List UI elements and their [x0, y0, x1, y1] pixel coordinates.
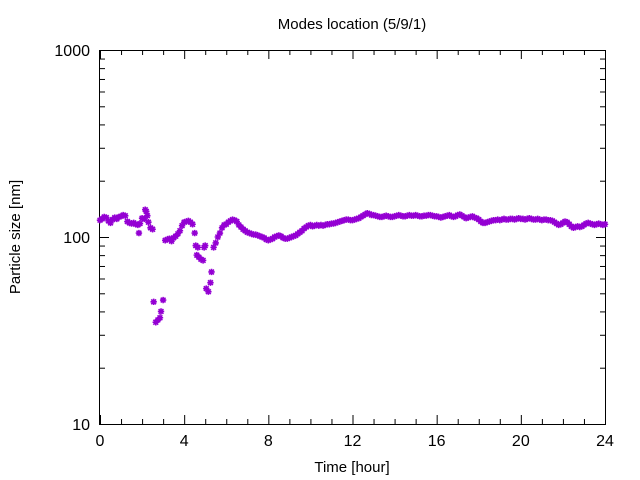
data-point — [162, 237, 169, 244]
chart-title: Modes location (5/9/1) — [278, 16, 426, 33]
data-point — [122, 212, 129, 219]
x-tick-label: 0 — [96, 433, 105, 450]
data-point — [258, 233, 266, 241]
data-point — [284, 235, 291, 242]
y-tick-label: 10 — [72, 417, 90, 434]
data-point — [290, 232, 297, 240]
data-point — [256, 232, 264, 240]
data-point — [178, 222, 186, 229]
data-point — [107, 219, 114, 227]
y-tick-label: 100 — [63, 230, 90, 247]
data-point — [601, 221, 609, 228]
data-point — [103, 214, 110, 221]
data-point — [136, 220, 144, 227]
data-point — [199, 257, 207, 264]
data-point — [203, 285, 210, 292]
data-point — [271, 233, 278, 241]
data-point — [205, 288, 212, 295]
x-tick-label: 12 — [344, 433, 362, 450]
data-point — [174, 230, 182, 238]
data-point — [159, 296, 167, 304]
data-point — [156, 314, 164, 321]
data-point — [214, 233, 222, 241]
data-point — [286, 234, 293, 242]
data-point — [149, 226, 156, 233]
x-tick-label: 8 — [264, 433, 273, 450]
data-point — [164, 236, 171, 243]
x-tick-label: 24 — [596, 433, 614, 450]
data-point — [145, 218, 152, 226]
axis-tick-labels: 0 4 8 12 16 20 24 10 100 1000 — [54, 43, 614, 450]
data-points — [96, 206, 609, 326]
data-point — [144, 212, 151, 219]
data-point — [273, 232, 280, 240]
data-point — [189, 221, 196, 228]
data-point — [279, 234, 287, 242]
x-tick-label: 16 — [428, 433, 446, 450]
y-axis-label: Particle size [nm] — [7, 180, 24, 294]
data-point — [216, 229, 224, 237]
data-point — [176, 227, 184, 234]
data-point — [208, 268, 215, 276]
data-point — [150, 298, 157, 306]
y-tick-label: 1000 — [54, 43, 90, 60]
data-point — [140, 215, 148, 223]
data-point — [143, 208, 150, 215]
data-point — [288, 233, 295, 241]
x-tick-label: 20 — [512, 433, 530, 450]
data-point — [267, 236, 274, 243]
data-point — [135, 229, 143, 237]
x-axis-label: Time [hour] — [314, 459, 389, 476]
data-point — [265, 237, 272, 244]
data-point — [202, 242, 209, 249]
data-point — [168, 237, 175, 245]
data-point — [210, 244, 217, 251]
data-point — [218, 224, 226, 231]
data-point — [157, 308, 165, 315]
data-point — [194, 244, 202, 251]
x-tick-label: 4 — [180, 433, 189, 450]
data-point — [212, 239, 219, 247]
data-point — [263, 236, 270, 243]
data-point — [207, 279, 214, 286]
data-point — [233, 218, 240, 225]
axis-ticks — [100, 50, 606, 425]
data-point — [191, 229, 198, 237]
